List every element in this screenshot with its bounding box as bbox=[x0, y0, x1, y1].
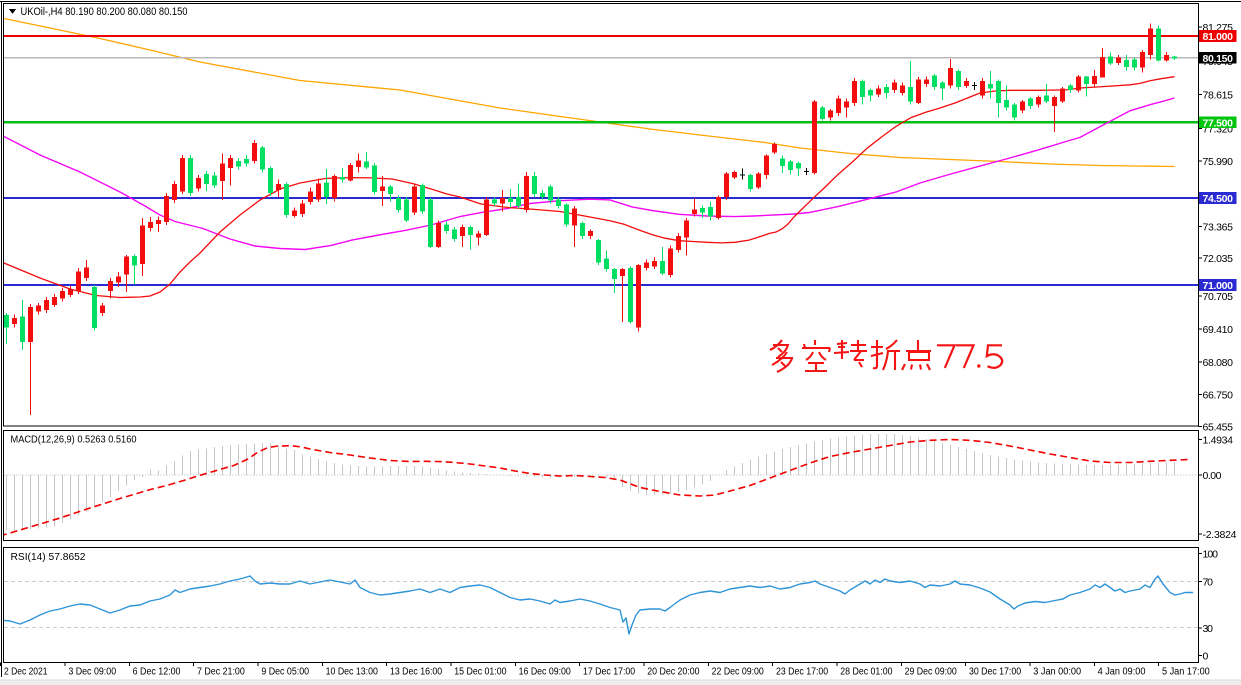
svg-text:0: 0 bbox=[1203, 650, 1209, 662]
svg-text:MACD(12,26,9) 0.5263 0.5160: MACD(12,26,9) 0.5263 0.5160 bbox=[11, 435, 137, 446]
svg-text:2 Dec 2021: 2 Dec 2021 bbox=[4, 667, 48, 678]
svg-text:68.080: 68.080 bbox=[1203, 357, 1234, 369]
svg-text:1.4934: 1.4934 bbox=[1203, 434, 1234, 446]
svg-text:9 Dec 05:00: 9 Dec 05:00 bbox=[261, 667, 309, 678]
svg-text:22 Dec 09:00: 22 Dec 09:00 bbox=[712, 667, 765, 678]
svg-text:29 Dec 09:00: 29 Dec 09:00 bbox=[905, 667, 958, 678]
svg-text:15 Dec 01:00: 15 Dec 01:00 bbox=[454, 667, 507, 678]
svg-text:70.705: 70.705 bbox=[1203, 291, 1234, 303]
svg-text:0.00: 0.00 bbox=[1203, 470, 1222, 482]
svg-text:28 Dec 01:00: 28 Dec 01:00 bbox=[840, 667, 893, 678]
svg-text:30: 30 bbox=[1203, 623, 1214, 635]
svg-text:71.000: 71.000 bbox=[1203, 280, 1234, 292]
svg-text:65.455: 65.455 bbox=[1203, 421, 1234, 433]
svg-text:13 Dec 16:00: 13 Dec 16:00 bbox=[390, 667, 443, 678]
svg-text:RSI(14) 57.8652: RSI(14) 57.8652 bbox=[11, 552, 86, 563]
svg-text:6 Dec 12:00: 6 Dec 12:00 bbox=[133, 667, 181, 678]
svg-text:3 Dec 09:00: 3 Dec 09:00 bbox=[68, 667, 116, 678]
svg-text:UKOil-,H4 80.190 80.200 80.08: UKOil-,H4 80.190 80.200 80.080 80.150 bbox=[21, 6, 188, 18]
svg-text:77.500: 77.500 bbox=[1203, 117, 1234, 129]
svg-text:70: 70 bbox=[1203, 576, 1214, 588]
svg-text:3 Jan 00:00: 3 Jan 00:00 bbox=[1033, 667, 1081, 678]
svg-text:17 Dec 17:00: 17 Dec 17:00 bbox=[583, 667, 636, 678]
svg-text:20 Dec 20:00: 20 Dec 20:00 bbox=[647, 667, 700, 678]
svg-text:72.035: 72.035 bbox=[1203, 253, 1234, 265]
svg-text:66.750: 66.750 bbox=[1203, 389, 1234, 401]
svg-text:69.410: 69.410 bbox=[1203, 324, 1234, 336]
svg-text:23 Dec 17:00: 23 Dec 17:00 bbox=[776, 667, 829, 678]
svg-text:10 Dec 13:00: 10 Dec 13:00 bbox=[326, 667, 379, 678]
svg-text:80.150: 80.150 bbox=[1203, 53, 1234, 65]
svg-text:5 Jan 17:00: 5 Jan 17:00 bbox=[1162, 667, 1210, 678]
svg-text:100: 100 bbox=[1203, 548, 1219, 560]
svg-text:78.615: 78.615 bbox=[1203, 89, 1234, 101]
svg-text:4 Jan 09:00: 4 Jan 09:00 bbox=[1098, 667, 1146, 678]
svg-text:-2.3824: -2.3824 bbox=[1203, 529, 1237, 541]
svg-text:16 Dec 09:00: 16 Dec 09:00 bbox=[519, 667, 572, 678]
svg-text:7 Dec 21:00: 7 Dec 21:00 bbox=[197, 667, 245, 678]
svg-text:75.990: 75.990 bbox=[1203, 156, 1234, 168]
svg-text:81.000: 81.000 bbox=[1203, 31, 1234, 43]
svg-text:30 Dec 17:00: 30 Dec 17:00 bbox=[969, 667, 1022, 678]
svg-text:74.500: 74.500 bbox=[1203, 193, 1234, 205]
svg-text:73.365: 73.365 bbox=[1203, 221, 1234, 233]
